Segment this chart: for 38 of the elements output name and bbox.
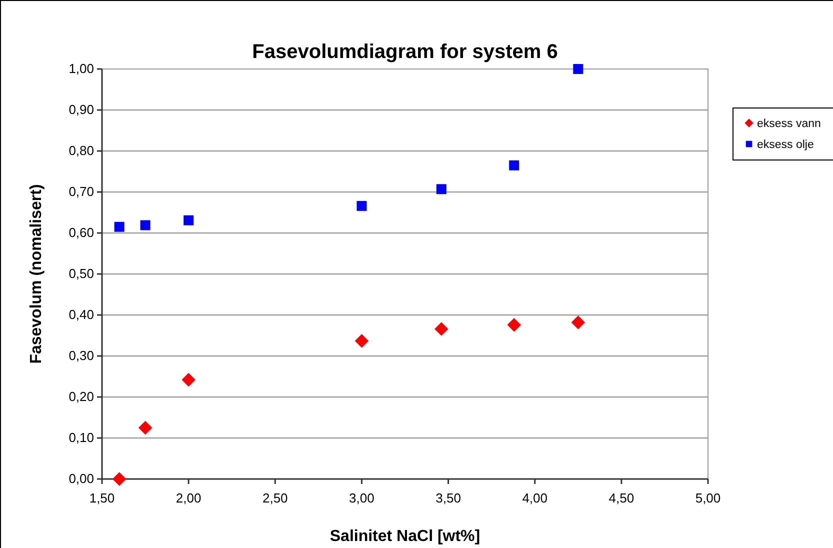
point <box>436 184 446 194</box>
point <box>509 160 520 170</box>
x-tick-label: 5,00 <box>695 490 721 506</box>
point <box>507 318 521 332</box>
y-tick-label: 0,50 <box>68 266 94 282</box>
y-tick-label: 0,30 <box>68 348 94 364</box>
x-tick-label: 4,00 <box>522 490 548 506</box>
point <box>138 420 152 435</box>
point <box>112 472 126 486</box>
y-axis-title: Fasevolum (nomalisert) <box>28 184 45 364</box>
point <box>182 372 196 387</box>
y-tick-label: 0,10 <box>68 430 94 446</box>
point <box>354 334 369 348</box>
legend-label: eksess vann <box>757 118 821 130</box>
point <box>571 316 586 330</box>
x-tick-label: 3,50 <box>436 490 461 506</box>
point <box>573 64 584 74</box>
y-tick-label: 0,60 <box>68 225 94 240</box>
x-tick-label: 4,50 <box>608 490 634 506</box>
y-tick-label: 0,00 <box>68 471 94 486</box>
chart-title: Fasevolumdiagram for system 6 <box>252 41 558 63</box>
y-tick-label: 0,80 <box>68 143 94 158</box>
y-tick-label: 0,20 <box>68 389 94 404</box>
y-tick-label: 1,00 <box>68 61 94 76</box>
point <box>356 200 367 211</box>
x-tick-label: 2,00 <box>176 490 202 506</box>
point <box>140 220 150 230</box>
point <box>434 322 448 336</box>
y-tick-label: 0,40 <box>68 307 94 322</box>
x-tick-label: 2,50 <box>262 490 288 506</box>
point <box>114 222 124 232</box>
y-tick-label: 0,90 <box>68 102 94 118</box>
legend-label: eksess olje <box>757 139 814 151</box>
x-axis-title: Salinitet NaCl [wt%] <box>330 528 480 545</box>
x-tick-label: 1,50 <box>89 490 115 506</box>
point <box>184 215 194 226</box>
x-tick-label: 3,00 <box>349 490 374 506</box>
y-tick-label: 0,70 <box>68 184 94 200</box>
